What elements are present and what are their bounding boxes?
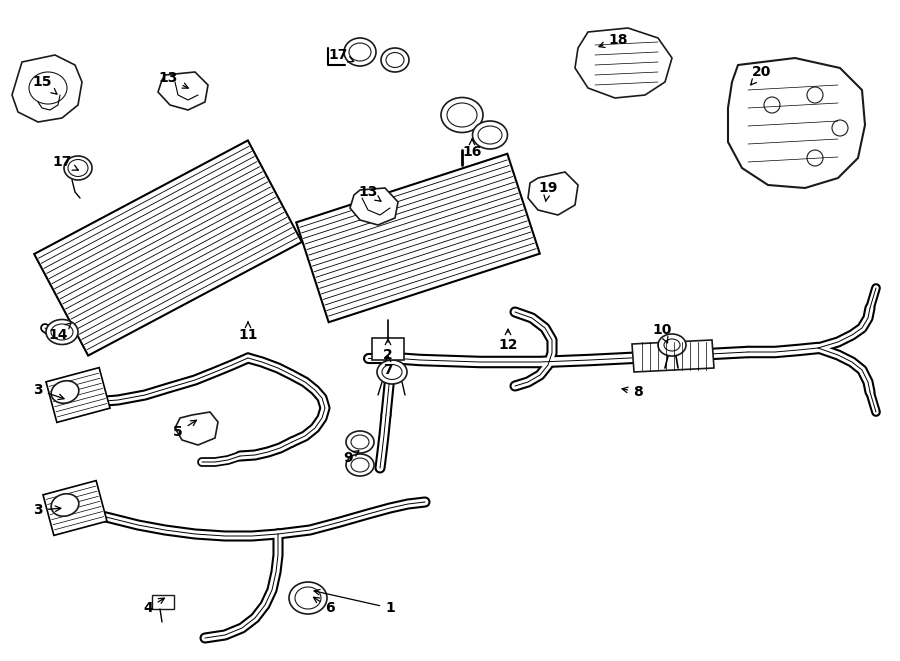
- Bar: [152, 595, 174, 609]
- Text: 4: 4: [143, 598, 165, 615]
- Text: 12: 12: [499, 329, 517, 352]
- Ellipse shape: [447, 103, 477, 127]
- Text: 20: 20: [751, 65, 771, 85]
- Text: 5: 5: [173, 420, 196, 439]
- Polygon shape: [632, 340, 714, 372]
- Text: 13: 13: [158, 71, 188, 88]
- Ellipse shape: [51, 381, 79, 403]
- Ellipse shape: [344, 38, 376, 66]
- Ellipse shape: [386, 52, 404, 67]
- Polygon shape: [528, 172, 578, 215]
- Polygon shape: [158, 72, 208, 110]
- Ellipse shape: [349, 43, 371, 61]
- Ellipse shape: [295, 587, 321, 609]
- Polygon shape: [175, 412, 218, 445]
- Text: 1: 1: [314, 590, 395, 615]
- Polygon shape: [575, 28, 672, 98]
- Ellipse shape: [68, 159, 88, 176]
- Ellipse shape: [472, 121, 508, 149]
- Ellipse shape: [764, 97, 780, 113]
- Text: 10: 10: [652, 323, 671, 343]
- Text: 16: 16: [463, 139, 482, 159]
- Ellipse shape: [664, 339, 680, 351]
- Text: 14: 14: [49, 323, 71, 342]
- Polygon shape: [296, 154, 540, 322]
- Polygon shape: [350, 188, 398, 225]
- Polygon shape: [34, 140, 302, 356]
- Ellipse shape: [658, 334, 686, 356]
- Polygon shape: [12, 55, 82, 122]
- Ellipse shape: [807, 150, 823, 166]
- Text: 17: 17: [52, 155, 78, 170]
- Ellipse shape: [381, 48, 409, 72]
- Text: 18: 18: [598, 33, 628, 48]
- Polygon shape: [43, 481, 107, 535]
- Text: 9: 9: [343, 451, 359, 465]
- Text: 15: 15: [32, 75, 57, 94]
- Text: 3: 3: [33, 503, 61, 517]
- Text: 19: 19: [538, 181, 558, 201]
- Text: 7: 7: [383, 356, 392, 377]
- Ellipse shape: [377, 360, 407, 384]
- Ellipse shape: [832, 120, 848, 136]
- Text: 6: 6: [313, 598, 335, 615]
- Ellipse shape: [351, 458, 369, 472]
- Ellipse shape: [46, 319, 78, 344]
- Text: 8: 8: [622, 385, 643, 399]
- Text: 17: 17: [328, 48, 354, 62]
- Ellipse shape: [64, 156, 92, 180]
- Text: 11: 11: [238, 322, 257, 342]
- Text: 2: 2: [383, 339, 393, 362]
- Text: 13: 13: [358, 185, 381, 201]
- Ellipse shape: [29, 72, 67, 104]
- Ellipse shape: [382, 364, 402, 379]
- Ellipse shape: [51, 324, 73, 340]
- Bar: [372, 338, 404, 360]
- Ellipse shape: [351, 435, 369, 449]
- Polygon shape: [728, 58, 865, 188]
- Ellipse shape: [51, 494, 79, 516]
- Ellipse shape: [441, 98, 483, 132]
- Text: 3: 3: [33, 383, 64, 399]
- Ellipse shape: [478, 126, 502, 144]
- Ellipse shape: [346, 454, 374, 476]
- Ellipse shape: [289, 582, 327, 614]
- Ellipse shape: [807, 87, 823, 103]
- Ellipse shape: [346, 431, 374, 453]
- Polygon shape: [46, 368, 110, 422]
